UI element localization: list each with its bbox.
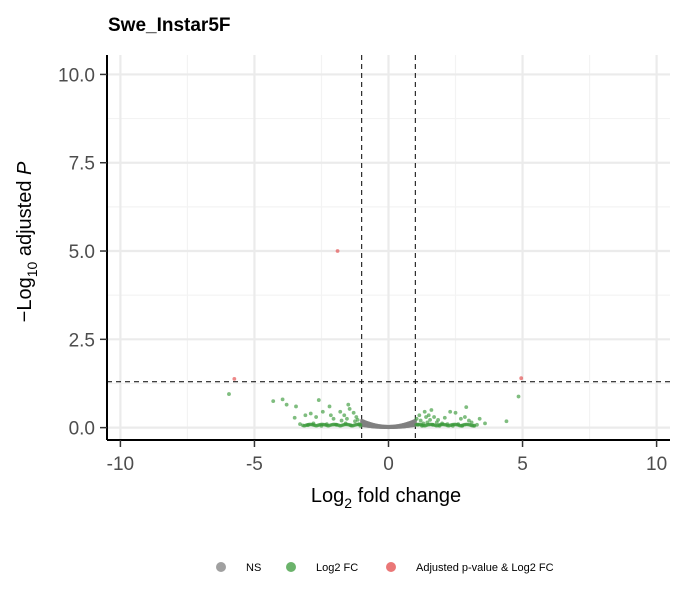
data-point (314, 415, 319, 419)
axes: -10 -5 0 5 10 0.0 2.5 5.0 7.5 10.0 (58, 55, 670, 475)
data-point (345, 416, 349, 421)
data-point (424, 415, 428, 419)
data-point (428, 417, 432, 422)
y-tick-label: 2.5 (69, 330, 95, 351)
data-point (414, 416, 419, 421)
x-tick-label: 0 (383, 454, 394, 475)
cutoff-lines (107, 55, 670, 440)
data-point (418, 418, 423, 423)
x-axis-title-tail: fold change (352, 485, 461, 507)
data-point (227, 392, 231, 396)
data-point (351, 410, 356, 415)
data-point (280, 397, 285, 402)
data-point (448, 409, 453, 414)
data-point (328, 413, 333, 418)
data-point (467, 418, 471, 423)
data-point (432, 415, 436, 419)
y-tick-label: 0.0 (69, 419, 95, 440)
y-axis-title-italic: P (14, 161, 36, 175)
y-axis-title-prefix: −Log (14, 277, 36, 322)
data-point (463, 415, 467, 419)
data-point (327, 404, 332, 409)
data-point (442, 415, 447, 420)
data-point (284, 402, 289, 407)
data-point (426, 413, 431, 418)
y-axis-title: −Log10 adjusted P (14, 161, 40, 322)
x-tick-label: -5 (246, 454, 263, 475)
legend-label: NS (246, 562, 261, 574)
data-point (504, 419, 509, 424)
y-tick-label: 5.0 (69, 242, 95, 263)
data-point (358, 422, 363, 427)
legend-key (216, 562, 226, 572)
data-point (308, 411, 313, 416)
x-tick-label: 10 (646, 454, 667, 475)
data-point (331, 416, 336, 421)
x-tick-label: -10 (107, 454, 134, 475)
data-point (483, 421, 487, 426)
data-point (354, 415, 359, 419)
data-point (339, 418, 344, 423)
data-point (472, 423, 476, 428)
data-point (346, 402, 351, 407)
data-point (429, 408, 434, 412)
data-point (417, 413, 422, 418)
x-axis-title-subscript: 2 (344, 495, 352, 511)
legend-label: Adjusted p-value & Log2 FC (416, 562, 554, 574)
data-point (294, 404, 298, 409)
data-point (335, 249, 340, 253)
legend: NS Log2 FC Adjusted p-value & Log2 FC (216, 562, 554, 574)
y-tick-label: 10.0 (58, 65, 95, 86)
data-point (353, 419, 357, 424)
data-point (347, 407, 352, 411)
data-point (464, 405, 469, 410)
data-point (519, 376, 524, 381)
chart-title: Swe_Instar5F (108, 15, 231, 36)
data-point (232, 376, 237, 381)
data-point (338, 409, 343, 414)
y-tick-label: 7.5 (69, 154, 95, 175)
data-point (316, 398, 321, 402)
data-point (271, 399, 276, 404)
x-axis-title-main: Log (311, 485, 344, 507)
data-point (516, 394, 521, 399)
data-point (342, 413, 347, 418)
y-axis-title-subscript: 10 (24, 262, 40, 278)
data-point (453, 410, 458, 415)
data-point (303, 413, 308, 418)
x-axis-title: Log2 fold change (311, 485, 461, 511)
data-point (292, 415, 297, 420)
grid (107, 55, 670, 440)
data-point (320, 409, 325, 414)
legend-key (286, 562, 296, 572)
data-point (477, 416, 482, 421)
data-points (227, 249, 524, 428)
data-point (434, 420, 439, 425)
data-point (458, 416, 463, 421)
legend-label: Log2 FC (316, 562, 358, 574)
legend-key (386, 562, 396, 572)
y-axis-title-tail: adjusted (14, 175, 36, 262)
data-point (422, 409, 427, 414)
x-tick-label: 5 (517, 454, 528, 475)
